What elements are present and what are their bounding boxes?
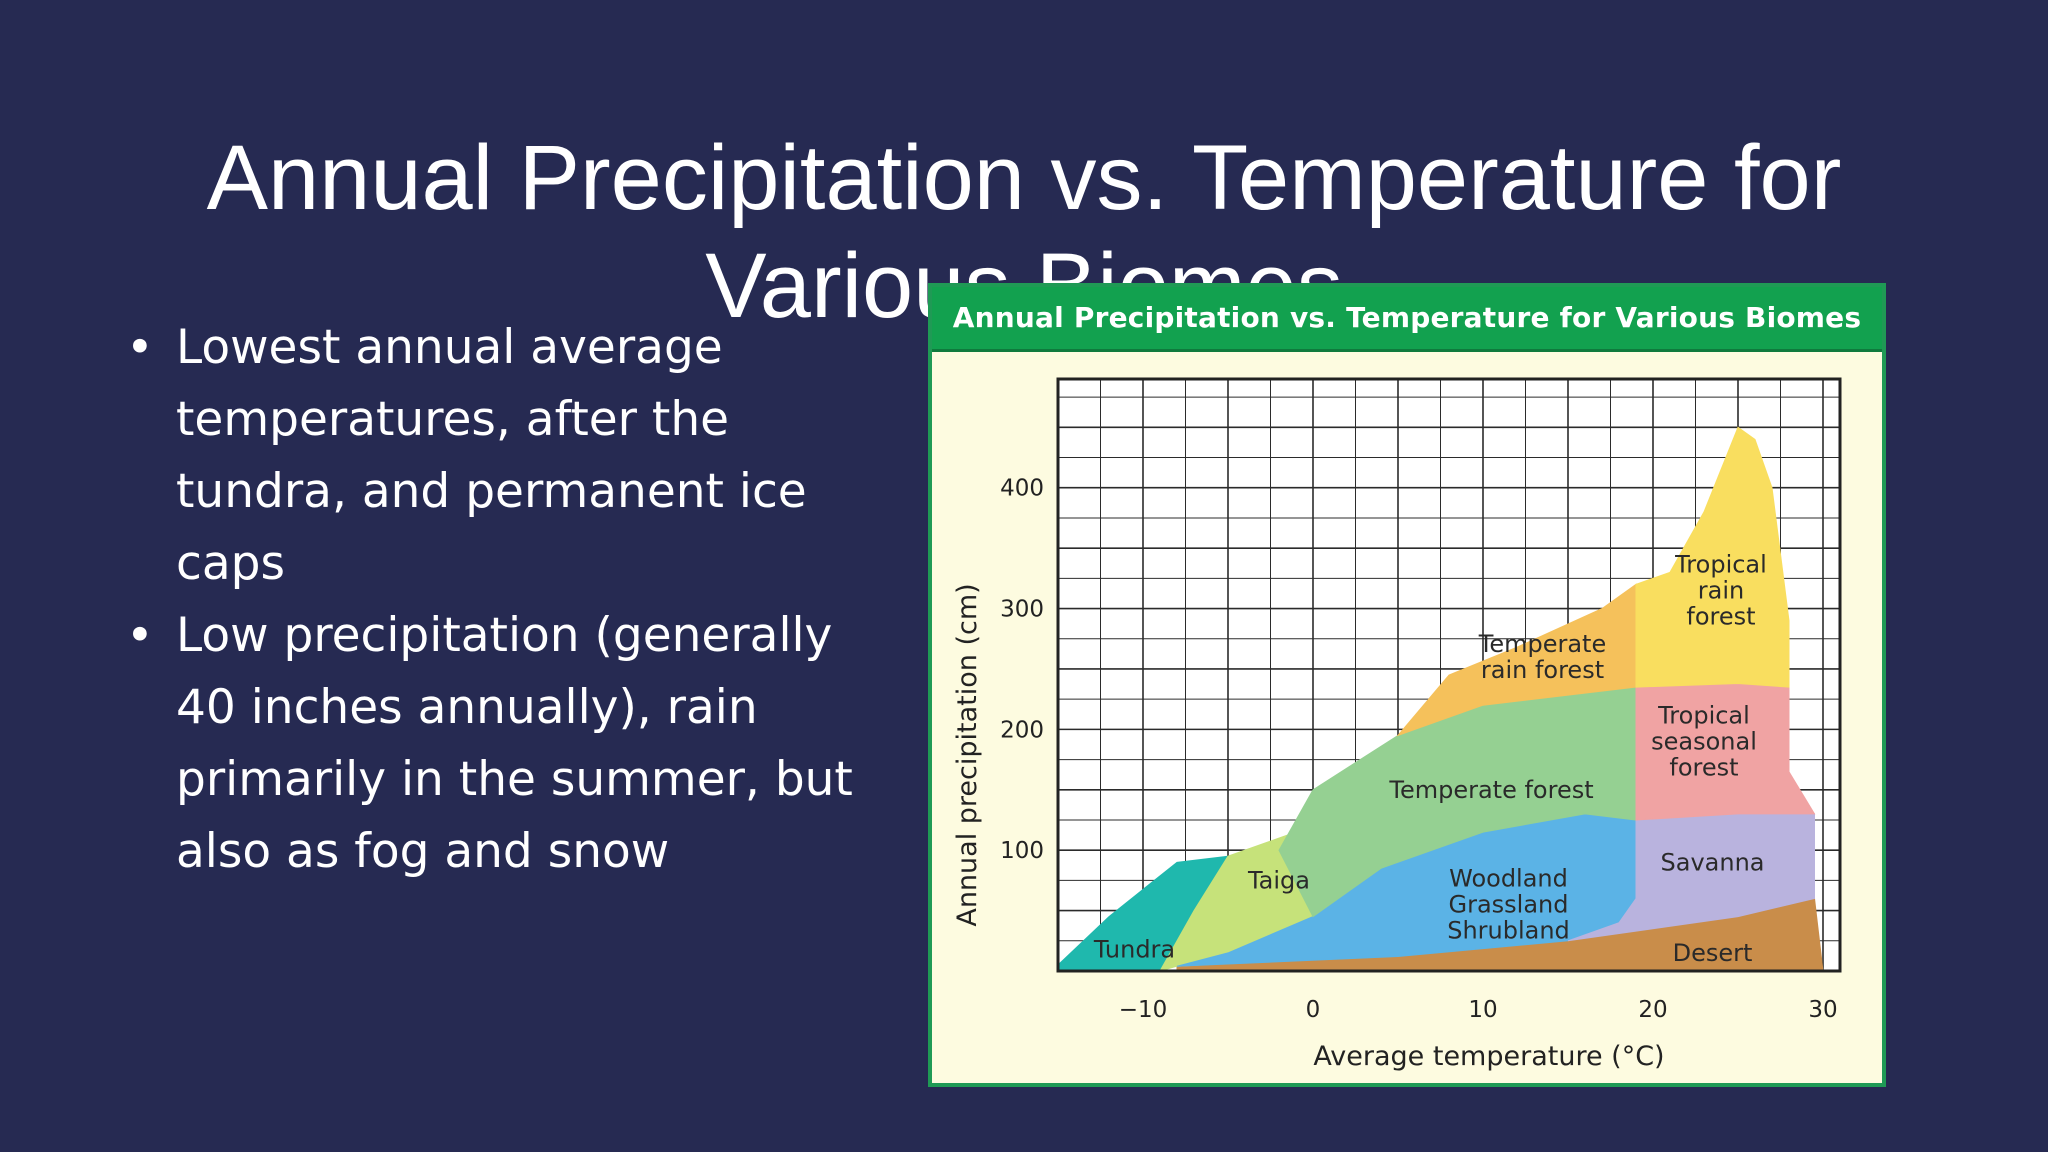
x-axis-label: Average temperature (°C): [1313, 1041, 1664, 1072]
biome-label-woodland-grassland-shrubland: Shrubland: [1447, 917, 1570, 945]
biome-label-tropical-seasonal-forest: forest: [1669, 753, 1738, 781]
plot-frame: [1056, 377, 1842, 973]
biome-label-tundra: Tundra: [1093, 935, 1175, 963]
biome-label-tropical-rain-forest: rain: [1698, 576, 1744, 604]
biome-label-woodland-grassland-shrubland: Grassland: [1449, 891, 1569, 919]
biome-label-temperate-rain-forest: rain forest: [1481, 656, 1604, 684]
chart-title: Annual Precipitation vs. Temperature for…: [932, 287, 1882, 352]
x-tick-label: 10: [1468, 997, 1497, 1023]
biome-label-tropical-seasonal-forest: Tropical: [1657, 701, 1750, 729]
biome-label-temperate-rain-forest: Temperate: [1478, 630, 1606, 658]
x-tick-label: 0: [1306, 997, 1321, 1023]
biome-region-tropical-rain-forest: [1635, 426, 1790, 688]
x-tick-label: 20: [1638, 997, 1667, 1023]
y-axis-label: Annual precipitation (cm): [952, 583, 983, 926]
y-tick-label: 200: [1000, 717, 1044, 743]
biome-label-tropical-seasonal-forest: seasonal: [1651, 727, 1757, 755]
chart-svg: Desert Tundra Taiga WoodlandGrasslandShrubl…: [952, 377, 1842, 1072]
chart-figure: Desert Tundra Taiga Woodland Grassland Shrubl…: [928, 283, 1886, 1087]
bullet-list: Lowest annual average temperatures, afte…: [120, 312, 880, 888]
biome-label-desert: Desert: [1673, 939, 1753, 967]
x-tick-label: 30: [1808, 997, 1837, 1023]
biome-label-tropical-rain-forest: forest: [1686, 602, 1755, 630]
y-tick-label: 400: [1000, 476, 1044, 502]
biome-region-temperate-rain-forest: [1396, 583, 1637, 737]
y-tick-label: 300: [1000, 597, 1044, 623]
biome-label-savanna: Savanna: [1661, 848, 1765, 876]
bullet-item: Low precipitation (generally 40 inches a…: [120, 600, 880, 888]
y-tick-label: 100: [1000, 838, 1044, 864]
bullet-item: Lowest annual average temperatures, afte…: [120, 312, 880, 600]
x-tick-label: −10: [1119, 997, 1168, 1023]
biome-label-temperate-forest: Temperate forest: [1388, 776, 1593, 804]
biome-label-tropical-rain-forest: Tropical: [1674, 550, 1767, 578]
biome-label-woodland-grassland-shrubland: Woodland: [1449, 865, 1568, 893]
biome-label-taiga: Taiga: [1247, 866, 1310, 894]
slide-title-line-1: Annual Precipitation vs. Temperature for: [206, 126, 1842, 229]
